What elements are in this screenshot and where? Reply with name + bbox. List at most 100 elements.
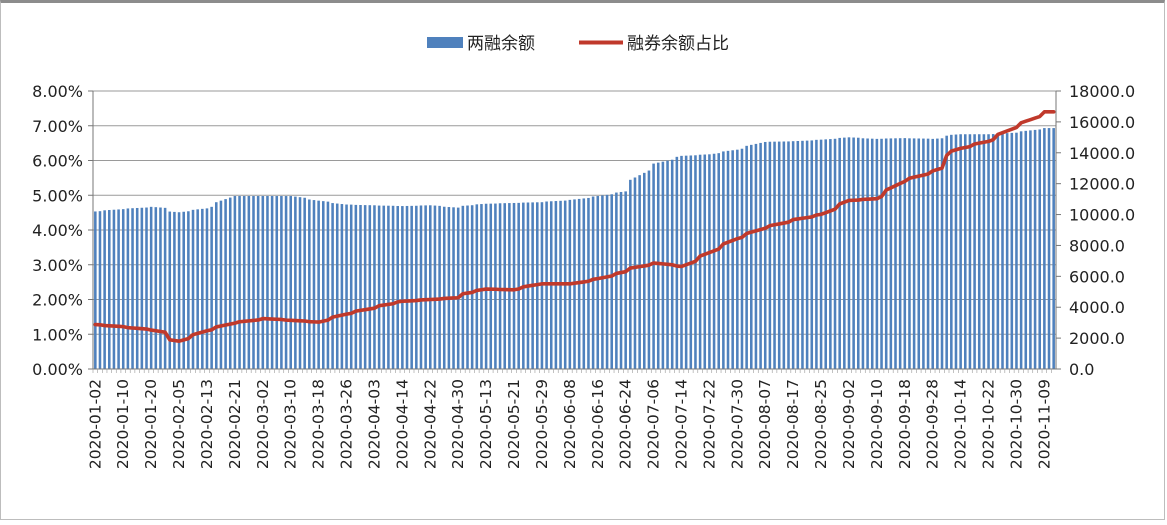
bar: [382, 205, 386, 369]
bar: [698, 154, 702, 369]
bar: [596, 196, 600, 369]
y-right-tick-label: 4000.0: [1069, 298, 1125, 317]
bar: [1038, 129, 1041, 369]
bar: [894, 138, 897, 369]
x-tick-label: 2020-06-24: [617, 379, 635, 469]
bar: [643, 172, 646, 369]
bar: [326, 201, 330, 369]
bar: [131, 208, 134, 369]
bar: [280, 196, 283, 369]
bar: [242, 196, 246, 369]
bar: [261, 196, 265, 369]
x-tick-label: 2020-08-07: [756, 379, 774, 469]
bar: [1024, 130, 1028, 369]
bar: [354, 204, 358, 369]
bar: [1052, 128, 1055, 369]
bar: [498, 203, 502, 369]
bar: [782, 141, 786, 369]
bar: [503, 203, 506, 369]
bar: [512, 202, 516, 369]
bar: [312, 200, 316, 369]
bar: [768, 141, 772, 369]
y-right-tick-label: 0.0: [1069, 360, 1094, 379]
bar: [917, 138, 921, 369]
x-tick-label: 2020-07-30: [728, 379, 746, 469]
bar: [722, 151, 725, 369]
bar: [773, 141, 776, 369]
bar: [870, 138, 874, 369]
bar: [926, 138, 930, 369]
x-tick-label: 2020-06-16: [589, 379, 607, 469]
x-tick-label: 2020-10-14: [952, 379, 970, 469]
bar: [215, 202, 218, 369]
bar: [750, 144, 753, 369]
legend-label-bar: 两融余额: [467, 34, 535, 54]
bar: [224, 199, 227, 369]
legend: 两融余额 融券余额占比: [427, 34, 729, 54]
bar: [1005, 133, 1009, 369]
y-left-tick-label: 7.00%: [32, 117, 83, 136]
bar: [419, 205, 423, 369]
combo-chart: 0.00% 1.00% 2.00% 3.00% 4.00% 5.00% 6.00% 7.00%…: [32, 34, 1135, 469]
bar: [647, 170, 651, 369]
bar: [135, 207, 139, 369]
bar: [619, 191, 623, 369]
bar: [475, 204, 479, 369]
y-left-tick-label: 3.00%: [32, 256, 83, 275]
y-axis-left-ticks: 0.00% 1.00% 2.00% 3.00% 4.00% 5.00% 6.00% 7.00%…: [32, 82, 83, 379]
bar: [884, 138, 888, 369]
bar: [154, 207, 158, 369]
bar: [112, 209, 116, 369]
bar: [456, 207, 460, 369]
bar: [777, 141, 781, 369]
line-path: [93, 110, 1056, 344]
bar: [973, 134, 976, 369]
bar: [377, 205, 381, 369]
bar: [387, 205, 390, 369]
bar: [759, 142, 762, 369]
bar: [638, 175, 641, 369]
bar: [745, 145, 748, 369]
x-tick-label: 2020-08-17: [784, 379, 802, 469]
bar: [861, 138, 865, 369]
bar: [847, 137, 851, 369]
x-tick-label: 2020-09-10: [868, 379, 886, 469]
bar: [438, 205, 441, 369]
y-right-tick-label: 2000.0: [1069, 329, 1125, 348]
bar: [480, 204, 483, 369]
bar: [675, 156, 679, 369]
bar: [591, 196, 595, 369]
bar: [494, 203, 497, 369]
bar: [424, 205, 427, 369]
x-tick-label: 2020-01-10: [114, 379, 132, 469]
bar: [587, 197, 590, 369]
bar: [322, 201, 325, 369]
bar: [163, 207, 167, 369]
bar: [880, 138, 883, 369]
bar: [191, 209, 195, 369]
bar: [1019, 131, 1023, 369]
x-tick-label: 2020-07-06: [645, 379, 663, 469]
bar: [610, 194, 613, 369]
y-right-tick-label: 18000.0: [1069, 82, 1135, 101]
bar: [252, 196, 255, 369]
bar: [294, 196, 297, 369]
bar: [726, 150, 730, 369]
bar: [1043, 128, 1046, 369]
bar: [429, 205, 432, 369]
bar: [903, 138, 907, 369]
bar: [238, 196, 241, 369]
bar: [810, 140, 814, 369]
bar: [838, 137, 841, 369]
bar: [615, 192, 618, 369]
legend-swatch-bar: [427, 37, 463, 48]
bar: [736, 149, 739, 369]
bar: [410, 205, 413, 369]
bar: [461, 205, 465, 369]
bar: [447, 207, 451, 369]
bar: [875, 138, 879, 369]
bar: [489, 203, 493, 369]
x-tick-label: 2020-02-13: [198, 379, 216, 469]
bar: [284, 196, 288, 369]
x-tick-label: 2020-04-30: [449, 379, 467, 469]
